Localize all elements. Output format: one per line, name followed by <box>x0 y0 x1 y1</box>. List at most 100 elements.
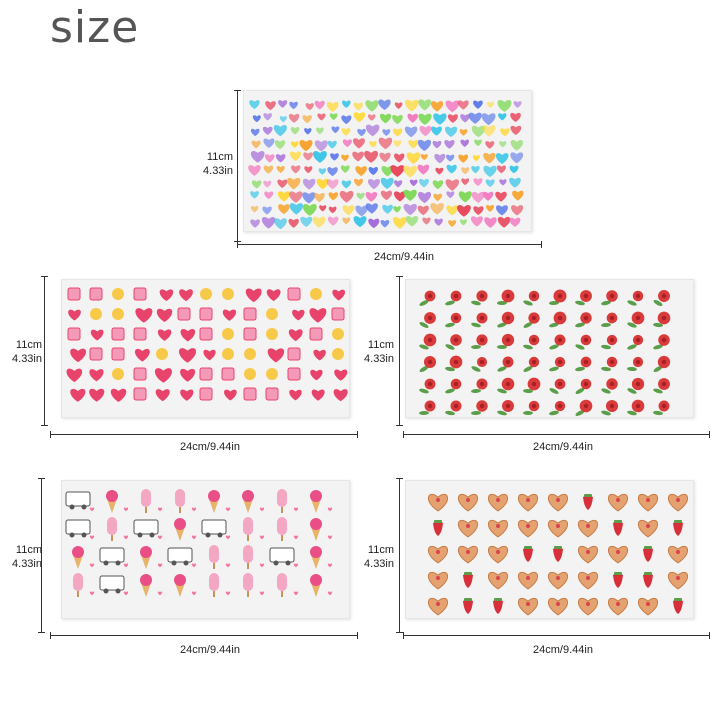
wheel-icon <box>103 560 109 566</box>
heart-icon <box>435 167 444 175</box>
heart-icon <box>404 99 419 112</box>
ice-cream-scoop-icon <box>208 490 220 502</box>
heart-pie-icon <box>488 519 508 538</box>
heart-icon <box>302 178 316 190</box>
heart-icon <box>287 177 301 190</box>
heart-icon <box>511 205 524 216</box>
heart-icon <box>403 189 417 202</box>
heart-icon <box>353 216 367 228</box>
truck-icon <box>99 575 125 591</box>
cone-icon <box>311 583 321 597</box>
ice-cream-scoop-icon <box>310 546 322 558</box>
leaf-icon <box>653 365 663 373</box>
heart-icon <box>289 101 298 110</box>
heart-icon <box>444 139 455 149</box>
height-label: 11cm 4.33in <box>0 543 42 571</box>
heart-icon <box>342 100 351 108</box>
heart-icon <box>288 329 303 342</box>
pie-filling-icon <box>556 576 560 580</box>
height-label: 11cm 4.33in <box>352 543 394 571</box>
rose-center-icon <box>557 315 563 321</box>
mini-heart-icon <box>191 535 197 540</box>
popsicle-icon <box>209 545 219 563</box>
heart-icon <box>406 152 421 165</box>
rose-center-icon <box>635 337 641 343</box>
leaf-icon <box>471 410 481 416</box>
height-cm: 11cm <box>15 339 42 351</box>
height-dimension-line <box>396 478 403 633</box>
heart-icon <box>393 217 407 229</box>
heart-icon <box>288 113 300 123</box>
pie-filling-icon <box>556 602 560 606</box>
heart-icon <box>485 141 495 149</box>
leaf-icon <box>523 322 533 328</box>
heart-icon <box>495 205 508 216</box>
gift-icon <box>199 387 213 401</box>
heart-pie-icon <box>458 493 478 512</box>
heart-icon <box>278 204 290 215</box>
truck-icon <box>65 491 91 507</box>
pie-filling-icon <box>676 576 680 580</box>
gift-icon <box>287 367 301 381</box>
heart-icon <box>405 216 419 227</box>
leaf-icon <box>549 344 559 350</box>
heart-icon <box>155 389 170 402</box>
width-dimension-line <box>50 632 358 639</box>
leaf-icon <box>497 366 507 372</box>
smiley-icon <box>222 328 234 340</box>
leaf-icon <box>523 410 533 416</box>
heart-pie-icon <box>548 597 568 616</box>
mini-heart-icon <box>225 507 231 512</box>
ice-cream-scoop-icon <box>310 518 322 530</box>
heart-icon <box>311 389 325 401</box>
leaf-icon <box>601 366 611 372</box>
leaf-icon <box>549 410 559 416</box>
leaf-icon <box>575 344 585 350</box>
heart-icon <box>434 218 443 226</box>
smiley-icon <box>112 368 124 380</box>
heart-icon <box>222 309 237 321</box>
heart-icon <box>473 178 483 186</box>
rose-center-icon <box>453 337 459 343</box>
cone-icon <box>209 499 219 513</box>
rose-center-icon <box>635 315 641 321</box>
strawberry-leaf-icon <box>554 546 562 549</box>
ice-cream-scoop-icon <box>242 490 254 502</box>
heart-icon <box>292 309 305 321</box>
cone-icon <box>141 583 151 597</box>
rose-center-icon <box>583 381 589 387</box>
pie-filling-icon <box>616 550 620 554</box>
heart-icon <box>313 150 327 163</box>
heart-icon <box>403 165 418 178</box>
heart-icon <box>266 289 281 302</box>
width-label: 24cm/9.44in <box>180 644 240 656</box>
leaf-icon <box>419 300 429 306</box>
heart-icon <box>267 348 285 363</box>
heart-icon <box>327 140 337 149</box>
leaf-icon <box>653 388 663 394</box>
rose-center-icon <box>609 293 615 299</box>
gift-icon <box>199 307 213 321</box>
heart-icon <box>470 216 483 227</box>
heart-icon <box>289 191 303 203</box>
rose-center-icon <box>427 403 433 409</box>
gift-icon <box>199 367 213 381</box>
popsicle-icon <box>107 517 117 535</box>
heart-icon <box>392 128 403 137</box>
popsicle-icon <box>175 489 185 507</box>
mini-heart-icon <box>293 535 299 540</box>
heart-icon <box>417 205 429 216</box>
leaf-icon <box>575 322 585 328</box>
rose-center-icon <box>531 337 537 343</box>
width-dimension-line <box>237 241 542 248</box>
heart-icon <box>90 329 104 341</box>
pie-filling-icon <box>466 550 470 554</box>
popsicle-icon <box>243 545 253 563</box>
gift-icon <box>133 327 147 341</box>
leaf-icon <box>523 344 533 350</box>
pie-filling-icon <box>436 498 440 502</box>
heart-icon <box>420 154 428 161</box>
sheet-heart-pies-strawberries <box>405 480 694 619</box>
heart-icon <box>392 115 403 125</box>
heart-icon <box>468 112 482 124</box>
